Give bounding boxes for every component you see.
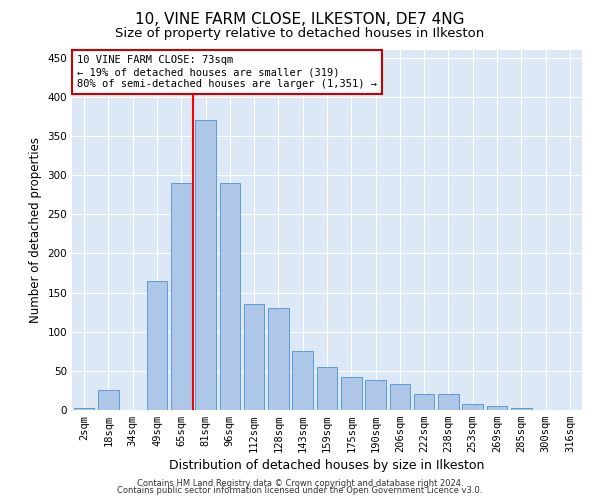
Y-axis label: Number of detached properties: Number of detached properties — [29, 137, 42, 323]
Bar — [317, 367, 337, 410]
Text: 10 VINE FARM CLOSE: 73sqm
← 19% of detached houses are smaller (319)
80% of semi: 10 VINE FARM CLOSE: 73sqm ← 19% of detac… — [77, 56, 377, 88]
Bar — [146, 281, 167, 410]
Bar — [74, 408, 94, 410]
Bar — [244, 304, 265, 410]
X-axis label: Distribution of detached houses by size in Ilkeston: Distribution of detached houses by size … — [169, 460, 485, 472]
Text: 10, VINE FARM CLOSE, ILKESTON, DE7 4NG: 10, VINE FARM CLOSE, ILKESTON, DE7 4NG — [135, 12, 465, 28]
Bar — [511, 408, 532, 410]
Bar — [438, 394, 459, 410]
Bar — [98, 390, 119, 410]
Bar — [220, 183, 240, 410]
Text: Contains HM Land Registry data © Crown copyright and database right 2024.: Contains HM Land Registry data © Crown c… — [137, 478, 463, 488]
Text: Size of property relative to detached houses in Ilkeston: Size of property relative to detached ho… — [115, 28, 485, 40]
Text: Contains public sector information licensed under the Open Government Licence v3: Contains public sector information licen… — [118, 486, 482, 495]
Bar — [487, 406, 508, 410]
Bar — [268, 308, 289, 410]
Bar — [341, 377, 362, 410]
Bar — [292, 352, 313, 410]
Bar — [463, 404, 483, 410]
Bar — [195, 120, 216, 410]
Bar — [171, 183, 191, 410]
Bar — [389, 384, 410, 410]
Bar — [365, 380, 386, 410]
Bar — [414, 394, 434, 410]
